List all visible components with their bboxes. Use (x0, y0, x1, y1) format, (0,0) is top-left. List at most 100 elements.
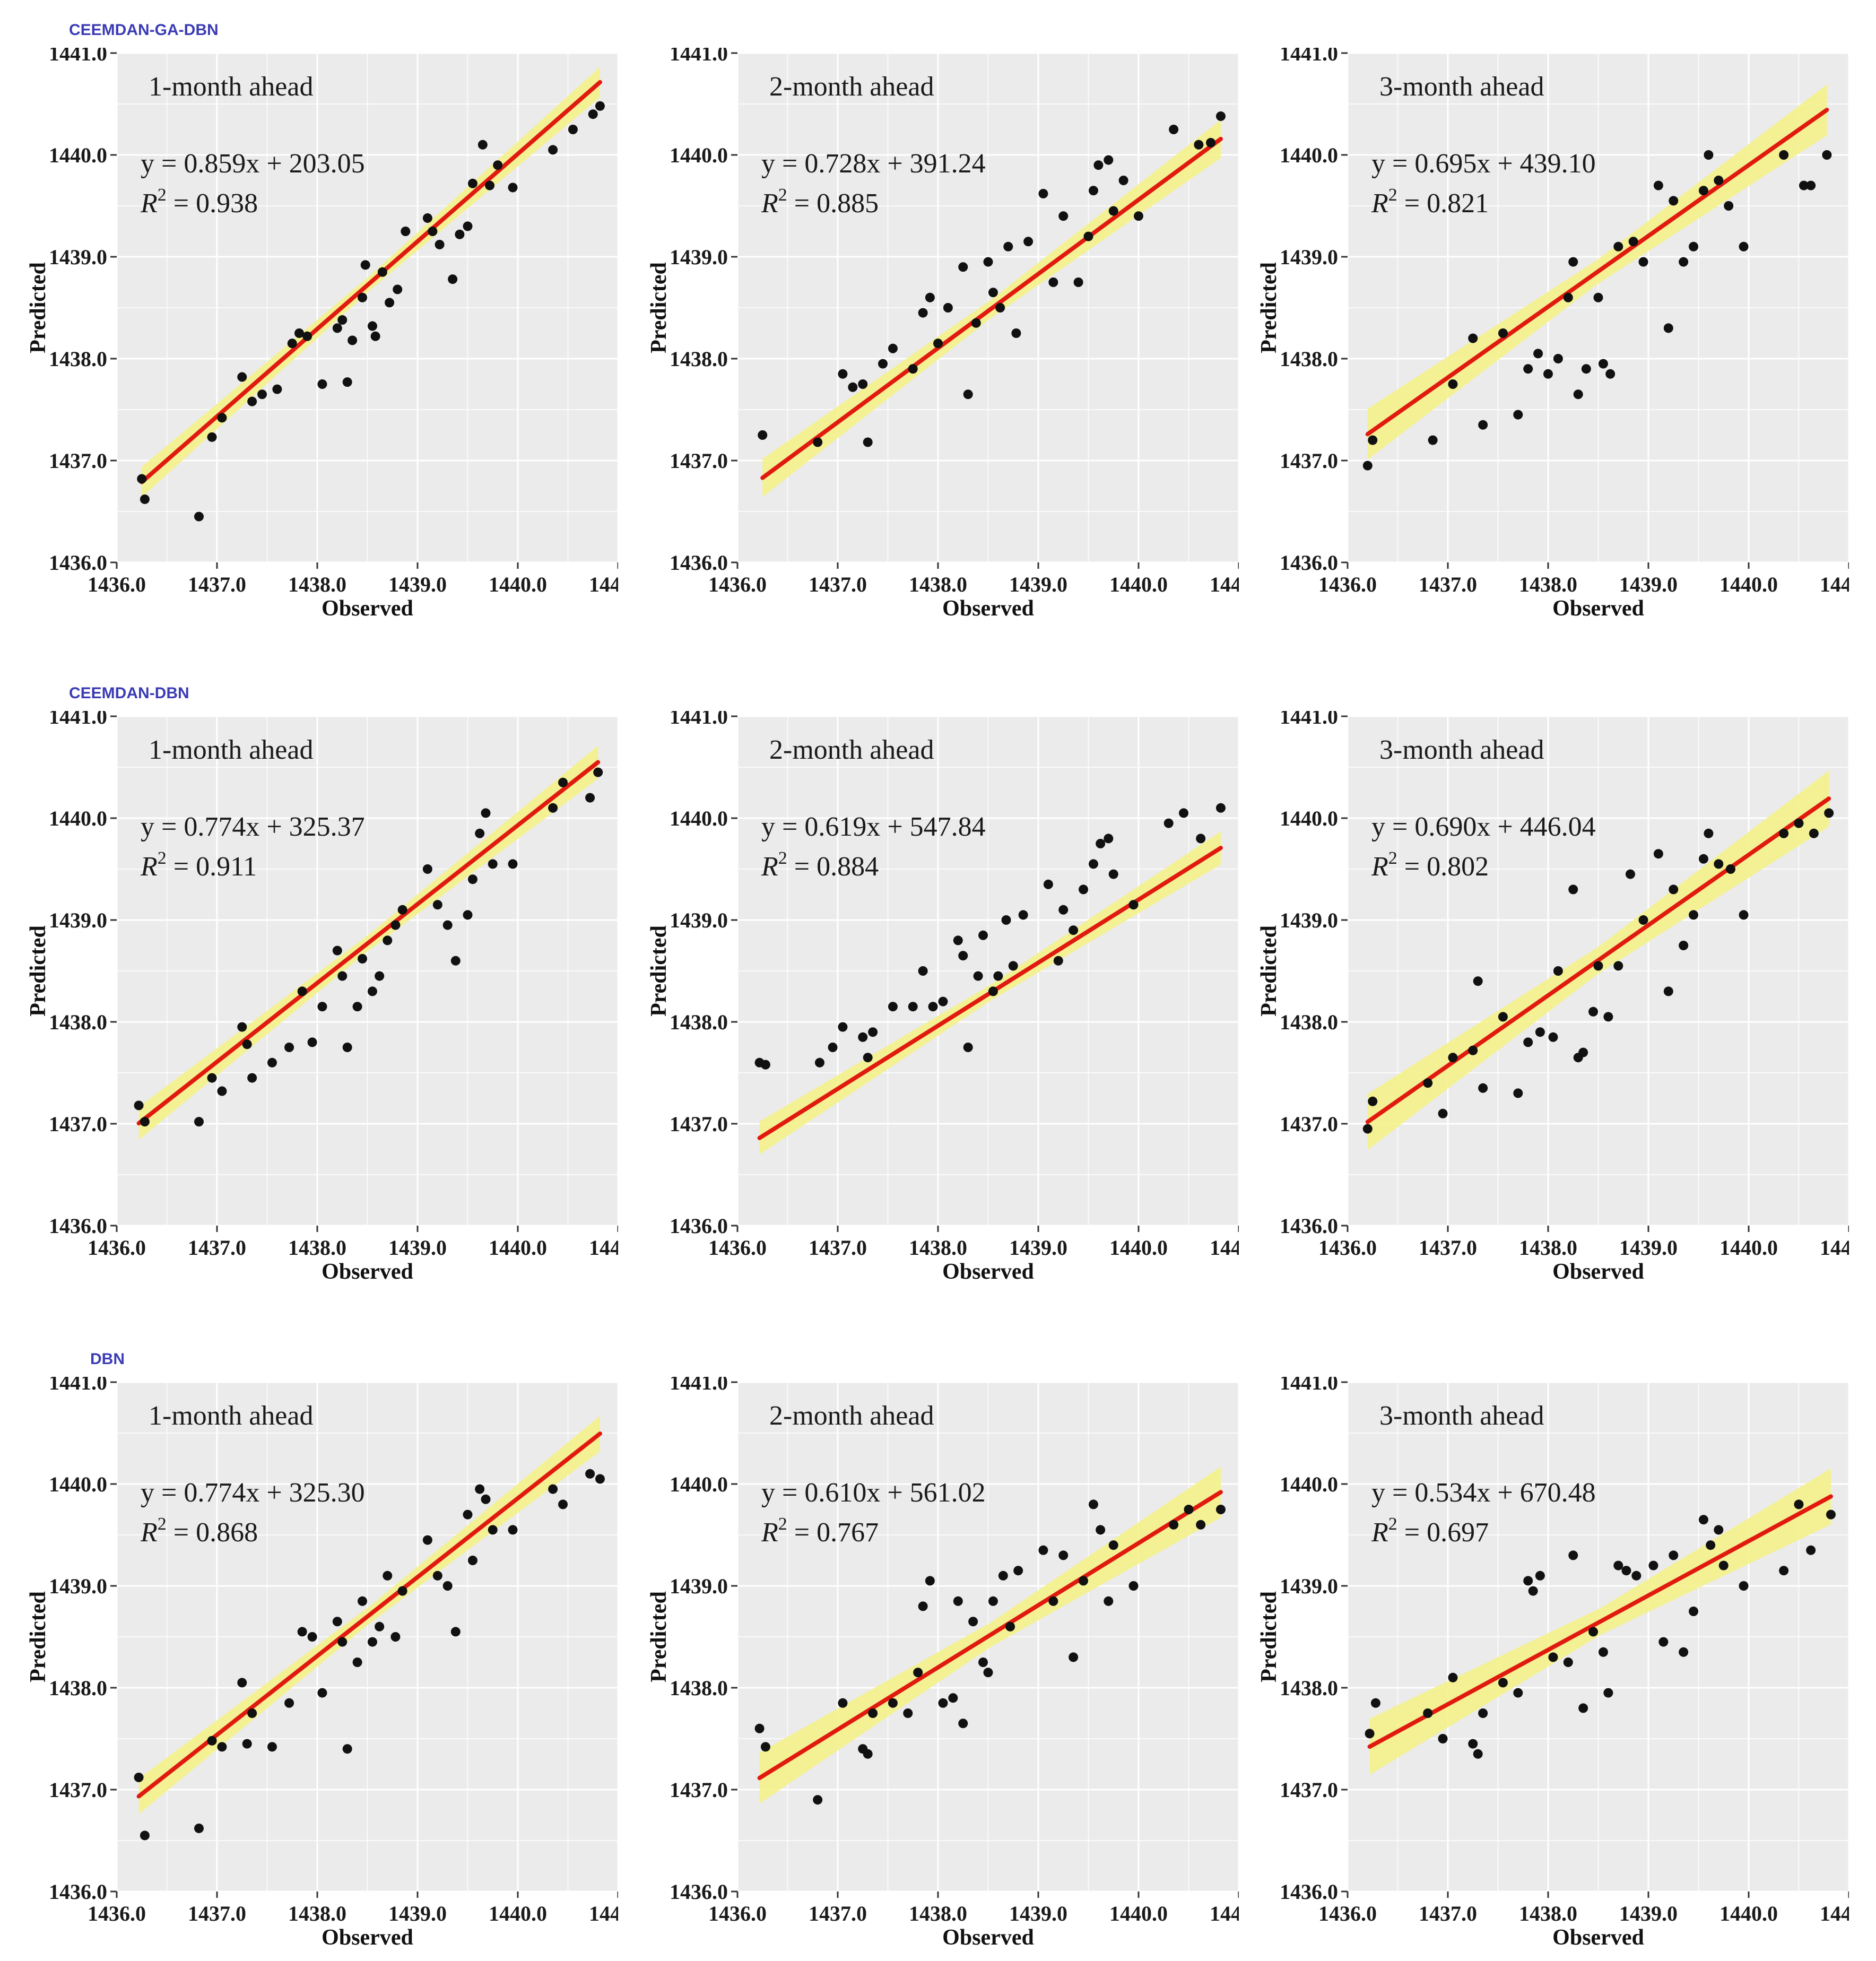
data-point (367, 986, 377, 996)
scatter-panel-8: 1436.0 1437.0 1438.0 1439.0 1440.0 1441.0 1436… (647, 1377, 1239, 1950)
data-point (1362, 461, 1373, 471)
data-point (1698, 854, 1708, 864)
data-point (958, 262, 968, 272)
data-point (1079, 1576, 1089, 1586)
y-tick-label: 1437.0 (1280, 1778, 1338, 1802)
data-point (358, 1596, 368, 1606)
data-point (1679, 1647, 1689, 1657)
data-point (595, 1474, 605, 1484)
y-tick-label: 1438.0 (49, 1010, 107, 1034)
r-squared-value: = 0.767 (787, 1517, 879, 1548)
x-tick-label: 1441.0 (1820, 572, 1849, 596)
data-point (1779, 1566, 1789, 1576)
data-point (863, 1053, 873, 1063)
data-point (1553, 966, 1563, 976)
x-axis-title: Observed (1552, 1925, 1644, 1950)
data-point (933, 339, 943, 349)
r-squared-value: = 0.697 (1397, 1517, 1489, 1548)
data-point (1215, 1505, 1226, 1514)
x-tick-label: 1437.0 (188, 572, 246, 596)
data-point (938, 1698, 948, 1708)
data-point (1603, 1688, 1613, 1698)
x-axis-title: Observed (942, 1260, 1034, 1284)
data-point (287, 339, 297, 349)
r-squared-label: R2 = 0.767 (761, 1514, 879, 1548)
data-point (342, 1043, 352, 1052)
data-point (385, 298, 395, 308)
data-point (925, 292, 935, 302)
data-point (463, 221, 473, 231)
y-tick-label: 1437.0 (49, 449, 107, 473)
x-tick-label: 1438.0 (909, 1902, 967, 1925)
data-point (1079, 884, 1089, 895)
data-point (838, 1698, 848, 1708)
data-point (918, 1601, 928, 1611)
scatter-panel-7: 1436.0 1437.0 1438.0 1439.0 1440.0 1441.0 1436… (26, 1377, 618, 1950)
data-point (593, 767, 603, 777)
data-point (1001, 915, 1011, 925)
data-point (467, 1556, 477, 1565)
x-tick-label: 1436.0 (1318, 572, 1377, 596)
scatter-panel-6: 1436.0 1437.0 1438.0 1439.0 1440.0 1441.0 1436… (1257, 711, 1849, 1284)
data-point (217, 1086, 227, 1096)
y-axis-title: Predicted (26, 262, 50, 353)
y-tick-label: 1437.0 (670, 1778, 728, 1802)
y-tick-label: 1436.0 (1280, 551, 1338, 575)
data-point (194, 1823, 204, 1833)
data-point (332, 1617, 342, 1627)
data-point (375, 1621, 385, 1632)
data-point (1588, 1627, 1599, 1637)
data-point (1653, 849, 1663, 859)
y-tick-label: 1439.0 (670, 1574, 728, 1598)
data-point (1593, 961, 1603, 971)
x-tick-label: 1441.0 (589, 1236, 618, 1260)
gridlines (1347, 52, 1849, 563)
data-point (1822, 150, 1832, 160)
data-point (397, 1586, 407, 1596)
data-point (1824, 808, 1834, 818)
data-point (1478, 1708, 1488, 1718)
data-point (375, 971, 385, 981)
data-point (247, 1708, 257, 1718)
data-point (1438, 1734, 1448, 1743)
x-tick-label: 1439.0 (388, 1902, 447, 1925)
x-tick-label: 1438.0 (288, 1902, 346, 1925)
data-point (1563, 1658, 1573, 1667)
data-point (317, 1002, 327, 1012)
y-tick-label: 1439.0 (1280, 245, 1338, 269)
data-point (918, 308, 928, 318)
data-point (428, 227, 438, 236)
data-point (1533, 349, 1543, 359)
y-tick-label: 1439.0 (670, 908, 728, 932)
data-point (1018, 910, 1028, 920)
data-point (1543, 369, 1553, 379)
data-point (1038, 188, 1048, 198)
data-point (297, 1627, 307, 1637)
data-point (1663, 986, 1673, 996)
data-point (284, 1043, 294, 1052)
y-tick-label: 1437.0 (49, 1112, 107, 1136)
data-point (297, 986, 307, 996)
y-tick-label: 1440.0 (670, 1472, 728, 1496)
y-tick-label: 1441.0 (670, 711, 728, 728)
data-point (1563, 292, 1573, 302)
x-tick-label: 1441.0 (1210, 572, 1239, 596)
data-point (1169, 1520, 1179, 1530)
data-point (858, 379, 868, 389)
y-tick-label: 1436.0 (49, 1880, 107, 1904)
data-point (1096, 839, 1106, 848)
x-tick-label: 1437.0 (1419, 572, 1477, 596)
data-point (307, 1632, 317, 1642)
data-point (1739, 1581, 1749, 1591)
data-point (1163, 818, 1174, 828)
r-squared-symbol: R (140, 188, 158, 219)
x-tick-label: 1437.0 (188, 1902, 246, 1925)
data-point (422, 213, 432, 223)
data-point (1523, 364, 1533, 374)
data-point (1718, 1560, 1729, 1570)
data-point (432, 900, 442, 910)
r-squared-symbol: R (140, 1517, 158, 1548)
data-point (548, 145, 558, 155)
data-point (448, 274, 458, 284)
data-point (1553, 354, 1563, 363)
